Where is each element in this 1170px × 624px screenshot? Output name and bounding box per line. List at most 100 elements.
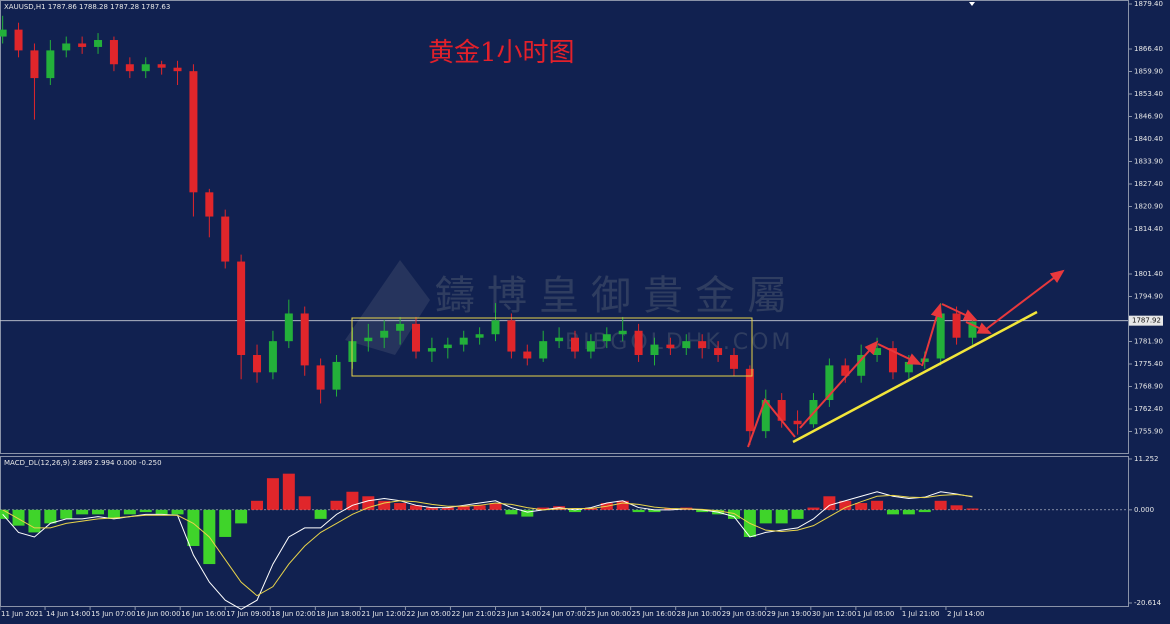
current-price-label: 1787.92 (1132, 317, 1161, 325)
y-tick-label: 11.252 (1134, 455, 1159, 463)
candle-body (491, 320, 500, 335)
x-tick-label: 14 Jun 14:00 (46, 610, 90, 618)
candle-body (427, 348, 436, 352)
candle-body (205, 192, 214, 217)
x-tick-label: 25 Jun 16:00 (632, 610, 676, 618)
candle-body (936, 313, 945, 359)
macd-bar (410, 505, 423, 510)
macd-bar (330, 500, 343, 510)
y-tick-label: 1840.40 (1134, 135, 1163, 143)
macd-bar (791, 509, 804, 519)
x-tick-label: 1 Jul 21:00 (902, 610, 940, 618)
candle-body (30, 50, 39, 79)
candle-body (968, 321, 977, 338)
candle-body (952, 313, 961, 338)
candle-body (586, 341, 595, 352)
y-tick-label: 1814.40 (1134, 225, 1163, 233)
candle-body (904, 361, 913, 373)
candle-body (761, 400, 770, 432)
candle-body (412, 323, 421, 352)
y-tick-label: 1794.90 (1134, 293, 1163, 301)
annotations (351, 2, 1065, 448)
candle-body (125, 64, 134, 72)
candle-body (300, 313, 309, 366)
macd-bar (568, 509, 581, 513)
range-box (351, 317, 753, 377)
y-tick-label: 1781.90 (1134, 338, 1163, 346)
y-tick-label: 1762.40 (1134, 405, 1163, 413)
macd-bar (918, 509, 931, 513)
macd-bar (727, 509, 740, 519)
macd-bar (950, 505, 963, 510)
macd-bar (648, 509, 661, 513)
macd-bar (28, 509, 41, 533)
candle-body (570, 337, 579, 352)
candle-body (268, 341, 277, 373)
candle-body (284, 313, 293, 342)
x-tick-label: 18 Jun 18:00 (316, 610, 360, 618)
x-tick-label: 2 Jul 14:00 (947, 610, 985, 618)
candle-body (221, 216, 230, 262)
candle-body (46, 50, 55, 79)
y-tick-label: 1846.90 (1134, 113, 1163, 121)
candle-body (888, 348, 897, 373)
y-tick-label: 1827.40 (1134, 180, 1163, 188)
macd-panel-frame (0, 456, 1129, 607)
candle-body (873, 348, 882, 356)
macd-bar (521, 509, 534, 517)
x-tick-label: 17 Jun 09:00 (226, 610, 270, 618)
x-tick-label: 25 Jun 00:00 (587, 610, 631, 618)
y-tick-label: 1866.40 (1134, 45, 1163, 53)
macd-bar (886, 509, 899, 515)
candle-body (78, 43, 87, 47)
x-tick-label: 16 Jun 00:00 (136, 610, 180, 618)
candle-body (682, 341, 691, 349)
x-tick-label: 24 Jun 07:00 (542, 610, 586, 618)
macd-bar (902, 509, 915, 515)
candle-body (539, 341, 548, 359)
macd-bar (807, 507, 820, 510)
wave-arrow (877, 343, 922, 365)
candle-body (0, 29, 7, 37)
candle-body (777, 400, 786, 421)
macd-bar (92, 509, 105, 515)
candle-body (650, 344, 659, 356)
candle-body (793, 420, 802, 425)
candle-body (14, 29, 23, 51)
wave-line (747, 397, 796, 448)
macd-bar (871, 500, 884, 510)
y-tick-label: 1775.40 (1134, 360, 1163, 368)
candle-body (920, 358, 929, 362)
x-tick-label: 1 Jul 05:00 (857, 610, 895, 618)
macd-bar (759, 509, 772, 524)
x-tick-label: 23 Jun 14:00 (497, 610, 541, 618)
x-tick-label: 29 Jun 03:00 (722, 610, 766, 618)
macd-bar (934, 500, 947, 510)
wave-arrow (965, 321, 992, 334)
candle-body (698, 341, 707, 349)
watermark: 鑄博皇御貴金屬 BIBGOLDHK.COM (345, 260, 799, 355)
price-panel-frame (0, 0, 1129, 454)
watermark-text: 鑄博皇御貴金屬 (435, 273, 799, 319)
candle-body (94, 40, 103, 47)
candle-body (475, 334, 484, 338)
x-tick-label: 28 Jun 10:00 (677, 610, 721, 618)
candle-body (507, 320, 516, 352)
macd-bar (155, 509, 168, 515)
candle-body (332, 361, 341, 390)
macd-bar (696, 509, 709, 513)
macd-bar (839, 500, 852, 510)
y-tick-label: 1820.90 (1134, 203, 1163, 211)
macd-bar (235, 509, 248, 524)
macd-bar (441, 507, 454, 510)
macd-bar (394, 503, 407, 510)
y-tick-label: 1853.40 (1134, 90, 1163, 98)
watermark-logo (345, 260, 430, 355)
y-tick-label: 1755.90 (1134, 428, 1163, 436)
x-tick-label: 21 Jun 12:00 (361, 610, 405, 618)
x-tick-label: 16 Jun 16:00 (181, 610, 225, 618)
macd-bar (855, 503, 868, 510)
candle-body (714, 348, 723, 356)
macd-bar (632, 509, 645, 513)
wave-arrow (921, 303, 943, 367)
